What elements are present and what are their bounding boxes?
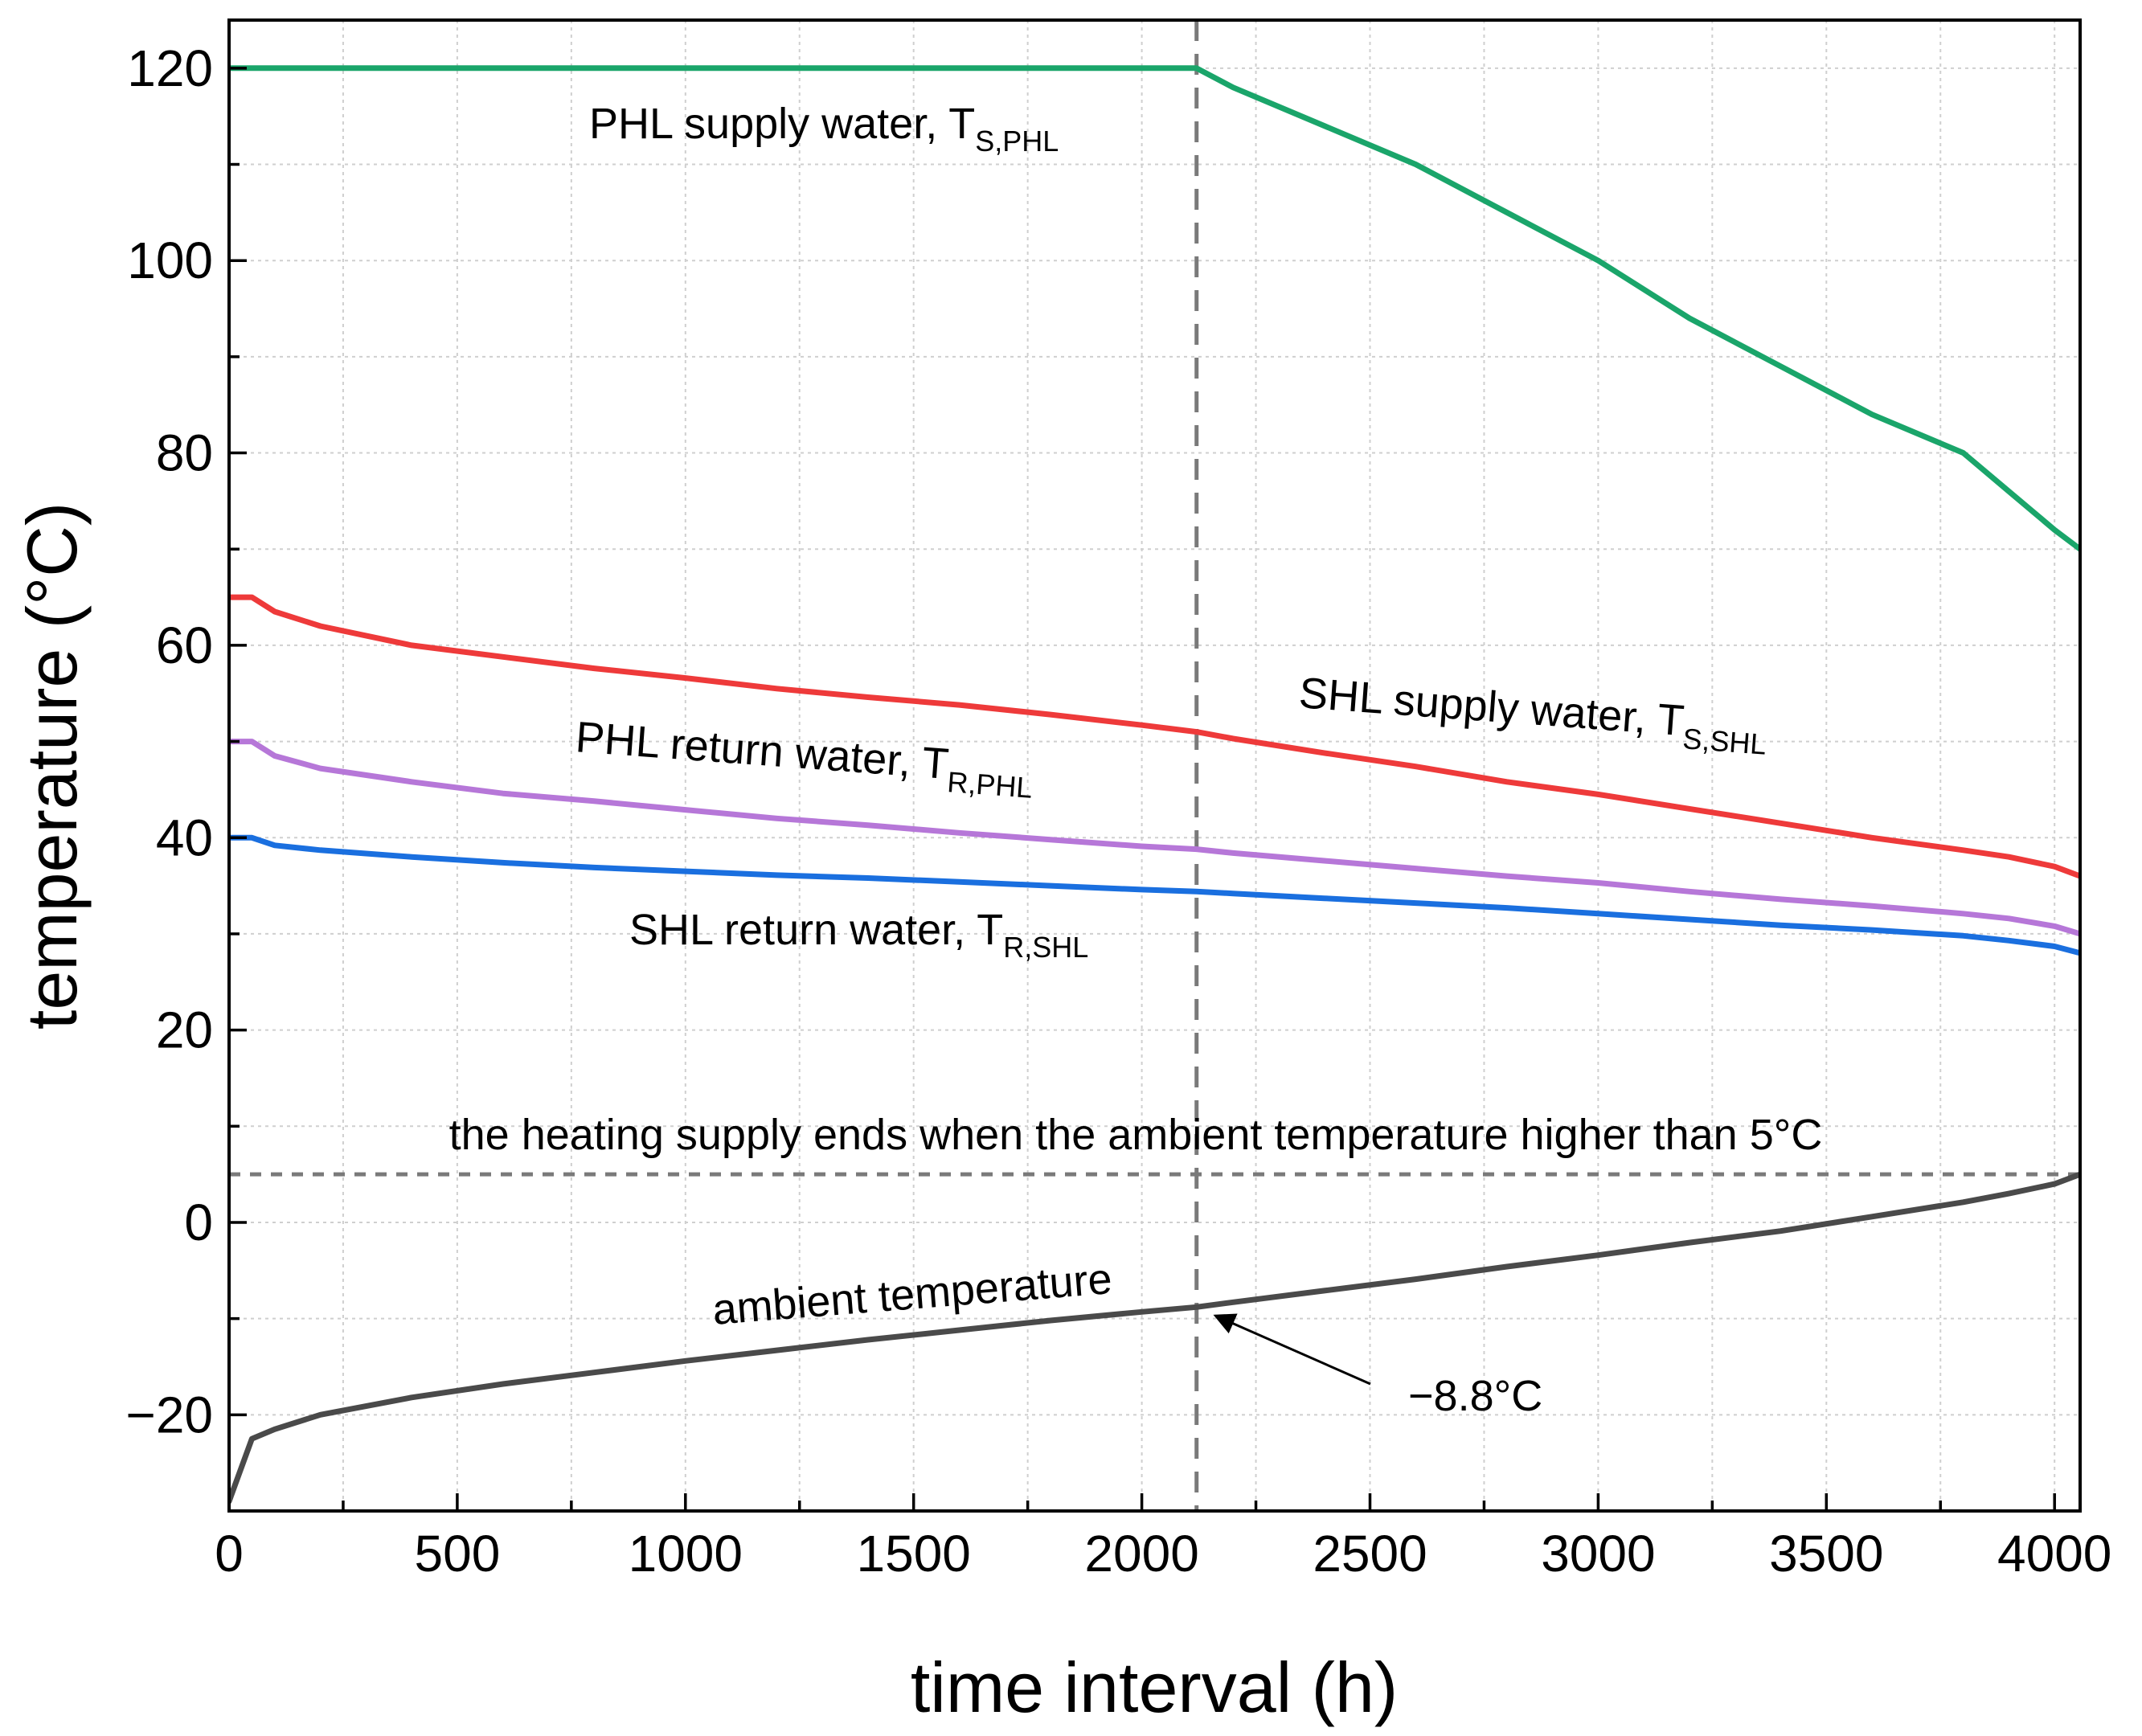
point-arrow <box>1213 1313 1371 1386</box>
y-tick-label: 40 <box>156 809 213 866</box>
x-tick-label: 3000 <box>1541 1525 1655 1582</box>
x-tick-label: 3500 <box>1769 1525 1883 1582</box>
y-tick-label: 20 <box>156 1001 213 1059</box>
y-tick-label: 80 <box>156 424 213 482</box>
label-phl-supply: PHL supply water, TS,PHL <box>589 100 1059 158</box>
x-tick-labels: 0 500 1000 1500 2000 2500 3000 3500 4000 <box>215 1525 2111 1582</box>
label-phl-return: PHL return water, TR,PHL <box>573 713 1035 805</box>
series-line-0 <box>229 65 2080 552</box>
y-tick-label: 120 <box>127 39 213 97</box>
label-heating-end: the heating supply ends when the ambient… <box>449 1111 1823 1159</box>
series-line-4 <box>229 1171 2080 1505</box>
label-shl-return: SHL return water, TR,SHL <box>629 906 1088 964</box>
label-point-value: −8.8°C <box>1408 1372 1542 1420</box>
y-tick-labels: −20 0 20 40 60 80 100 120 <box>125 39 213 1443</box>
reference-lines <box>229 20 2080 1511</box>
x-tick-label: 4000 <box>1997 1525 2111 1582</box>
series-line-2 <box>229 739 2080 937</box>
label-shl-supply: SHL supply water, TS,SHL <box>1296 669 1769 761</box>
x-tick-label: 0 <box>215 1525 244 1582</box>
x-tick-label: 1500 <box>857 1525 971 1582</box>
x-axis-title: time interval (h) <box>911 1648 1398 1727</box>
plot-frame <box>227 18 2082 1513</box>
x-tick-label: 2000 <box>1084 1525 1198 1582</box>
series-line-1 <box>229 594 2080 879</box>
ticks <box>227 67 2056 1513</box>
y-tick-label: 0 <box>184 1194 213 1251</box>
y-tick-label: 60 <box>156 616 213 674</box>
y-axis-title: temperature (°C) <box>12 502 92 1030</box>
x-tick-label: 2500 <box>1313 1525 1427 1582</box>
x-tick-label: 500 <box>415 1525 501 1582</box>
grid <box>229 20 2080 1511</box>
y-tick-label: −20 <box>125 1386 213 1443</box>
y-tick-label: 100 <box>127 231 213 289</box>
series-line-3 <box>229 834 2080 956</box>
x-tick-label: 1000 <box>629 1525 743 1582</box>
series-group <box>229 65 2080 1505</box>
